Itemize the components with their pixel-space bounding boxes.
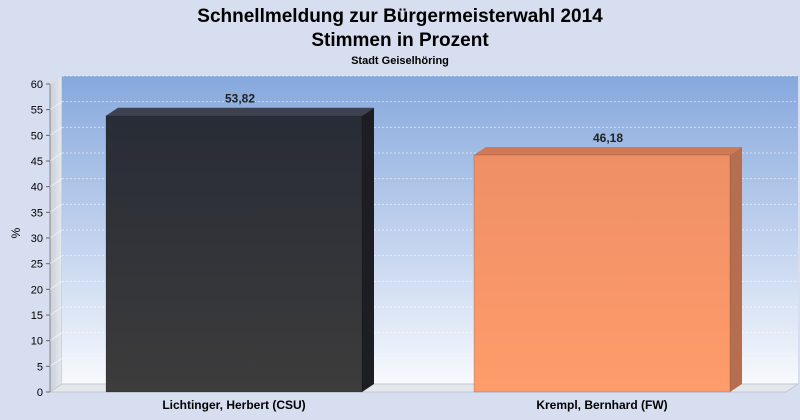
bar-top [474,146,742,155]
grid-line-side [49,178,63,188]
grid-line-side [49,101,63,111]
y-tick-label: 15 [31,310,43,322]
bar-value-label: 53,82 [225,92,255,106]
y-tick-label: 40 [31,182,43,194]
y-tick-label: 55 [31,105,43,117]
grid-line-side [49,255,63,265]
bar-value-label: 46,18 [593,131,623,145]
bar-front [473,154,731,393]
y-tick-label: 30 [31,233,43,245]
y-axis-label: % [9,227,23,238]
y-tick-label: 35 [31,207,43,219]
x-category-label: Krempl, Bernhard (FW) [536,398,667,412]
bar-front [105,115,363,393]
grid-line-side [49,332,63,342]
grid-line-side [49,357,63,367]
y-axis-ticks: 0 5 10 15 20 25 30 35 40 45 50 55 60 [31,79,50,399]
chart-subtitle: Stadt Geiselhöring [351,55,449,67]
y-tick-label: 50 [31,130,43,142]
bar-top [106,107,374,116]
y-tick-label: 10 [31,336,43,348]
grid-line-side [49,152,63,162]
bar-side [730,146,742,392]
y-tick-label: 60 [31,79,43,91]
x-category-label: Lichtinger, Herbert (CSU) [162,398,305,412]
y-tick-label: 20 [31,284,43,296]
grid-line-side [49,280,63,290]
y-tick-label: 0 [37,387,43,399]
grid-line-side [49,306,63,316]
y-tick-label: 5 [37,361,43,373]
chart-title-line2: Stimmen in Prozent [311,30,489,51]
grid-line-side [49,75,63,85]
grid-line-side [49,126,63,136]
bars [105,107,742,393]
bar-side [362,107,374,392]
y-tick-label: 25 [31,259,43,271]
chart-title-line1: Schnellmeldung zur Bürgermeisterwahl 201… [197,6,603,27]
y-tick-label: 45 [31,156,43,168]
bar [105,107,374,393]
grid-line-side [49,203,63,213]
grid-line-side [49,229,63,239]
bar [473,146,742,393]
labels: 53,82 Lichtinger, Herbert (CSU) 46,18 Kremp… [162,92,667,412]
